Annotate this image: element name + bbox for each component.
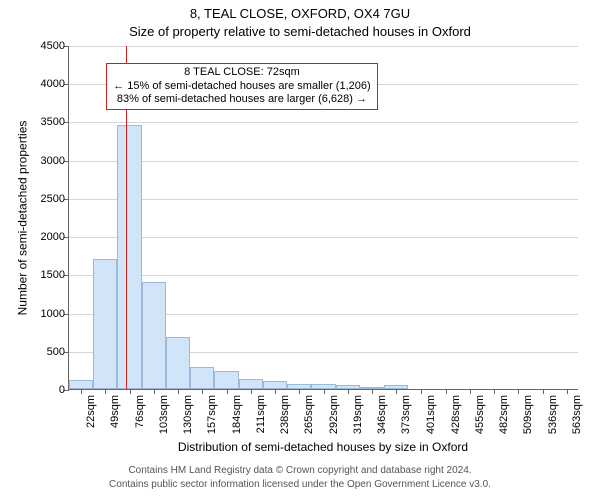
plot-area: 0500100015002000250030003500400045008 TE…: [68, 46, 578, 390]
x-tick-label: 292sqm: [328, 395, 340, 434]
x-tick-label: 509sqm: [522, 395, 534, 434]
histogram-bar: [166, 337, 190, 389]
x-tick-mark: [567, 389, 568, 394]
x-tick-mark: [154, 389, 155, 394]
x-tick-mark: [81, 389, 82, 394]
annotation-line: 8 TEAL CLOSE: 72sqm: [113, 66, 370, 80]
x-tick-label: 536sqm: [547, 395, 559, 434]
y-tick-label: 0: [59, 384, 65, 396]
grid-line: [69, 199, 578, 200]
x-tick-label: 130sqm: [182, 395, 194, 434]
x-tick-label: 184sqm: [231, 395, 243, 434]
histogram-bar: [190, 367, 214, 389]
footer-line-1: Contains HM Land Registry data © Crown c…: [0, 465, 600, 476]
x-tick-mark: [446, 389, 447, 394]
x-tick-mark: [348, 389, 349, 394]
y-tick-label: 500: [47, 346, 65, 358]
annotation-line: 83% of semi-detached houses are larger (…: [113, 93, 370, 107]
x-tick-mark: [396, 389, 397, 394]
histogram-bar: [384, 385, 408, 389]
x-tick-label: 428sqm: [450, 395, 462, 434]
histogram-bar: [214, 371, 238, 389]
x-axis-label: Distribution of semi-detached houses by …: [68, 440, 578, 454]
x-tick-mark: [275, 389, 276, 394]
histogram-bar: [239, 379, 263, 389]
x-tick-label: 455sqm: [474, 395, 486, 434]
x-tick-label: 103sqm: [158, 395, 170, 434]
histogram-bar: [117, 125, 141, 389]
x-tick-mark: [470, 389, 471, 394]
chart-container: 8, TEAL CLOSE, OXFORD, OX4 7GU Size of p…: [0, 0, 600, 500]
x-tick-mark: [494, 389, 495, 394]
annotation-line: ← 15% of semi-detached houses are smalle…: [113, 80, 370, 94]
grid-line: [69, 46, 578, 47]
x-tick-label: 238sqm: [279, 395, 291, 434]
x-tick-label: 346sqm: [376, 395, 388, 434]
x-tick-mark: [227, 389, 228, 394]
histogram-bar: [142, 282, 166, 389]
x-tick-label: 211sqm: [255, 395, 267, 433]
y-tick-label: 1500: [41, 269, 65, 281]
x-tick-label: 482sqm: [498, 395, 510, 434]
y-tick-label: 2000: [41, 231, 65, 243]
histogram-bar: [336, 385, 360, 389]
x-tick-mark: [202, 389, 203, 394]
histogram-bar: [360, 387, 384, 389]
x-tick-label: 157sqm: [206, 395, 218, 434]
x-tick-mark: [324, 389, 325, 394]
x-tick-mark: [372, 389, 373, 394]
chart-title: 8, TEAL CLOSE, OXFORD, OX4 7GU: [0, 6, 600, 21]
x-tick-label: 401sqm: [425, 395, 437, 434]
x-tick-mark: [421, 389, 422, 394]
x-tick-label: 76sqm: [134, 395, 146, 428]
x-tick-mark: [518, 389, 519, 394]
x-tick-mark: [130, 389, 131, 394]
x-tick-label: 265sqm: [303, 395, 315, 434]
x-tick-label: 319sqm: [352, 395, 364, 434]
histogram-bar: [311, 384, 335, 389]
x-tick-label: 373sqm: [400, 395, 412, 434]
grid-line: [69, 161, 578, 162]
histogram-bar: [287, 384, 311, 389]
annotation-box: 8 TEAL CLOSE: 72sqm← 15% of semi-detache…: [106, 63, 377, 110]
grid-line: [69, 237, 578, 238]
y-axis-label: Number of semi-detached properties: [14, 46, 30, 390]
footer-line-2: Contains public sector information licen…: [0, 479, 600, 490]
grid-line: [69, 122, 578, 123]
x-tick-mark: [299, 389, 300, 394]
x-tick-label: 563sqm: [571, 395, 583, 434]
y-tick-label: 1000: [41, 308, 65, 320]
x-tick-label: 22sqm: [85, 395, 97, 428]
y-tick-label: 2500: [41, 193, 65, 205]
y-tick-label: 4500: [41, 40, 65, 52]
x-tick-mark: [251, 389, 252, 394]
histogram-bar: [263, 381, 287, 389]
chart-subtitle: Size of property relative to semi-detach…: [0, 24, 600, 39]
x-tick-label: 49sqm: [109, 395, 121, 428]
x-tick-mark: [105, 389, 106, 394]
y-tick-label: 3000: [41, 155, 65, 167]
histogram-bar: [93, 259, 117, 389]
histogram-bar: [69, 380, 93, 389]
y-tick-label: 4000: [41, 78, 65, 90]
x-tick-mark: [543, 389, 544, 394]
y-tick-label: 3500: [41, 116, 65, 128]
grid-line: [69, 275, 578, 276]
x-tick-mark: [178, 389, 179, 394]
